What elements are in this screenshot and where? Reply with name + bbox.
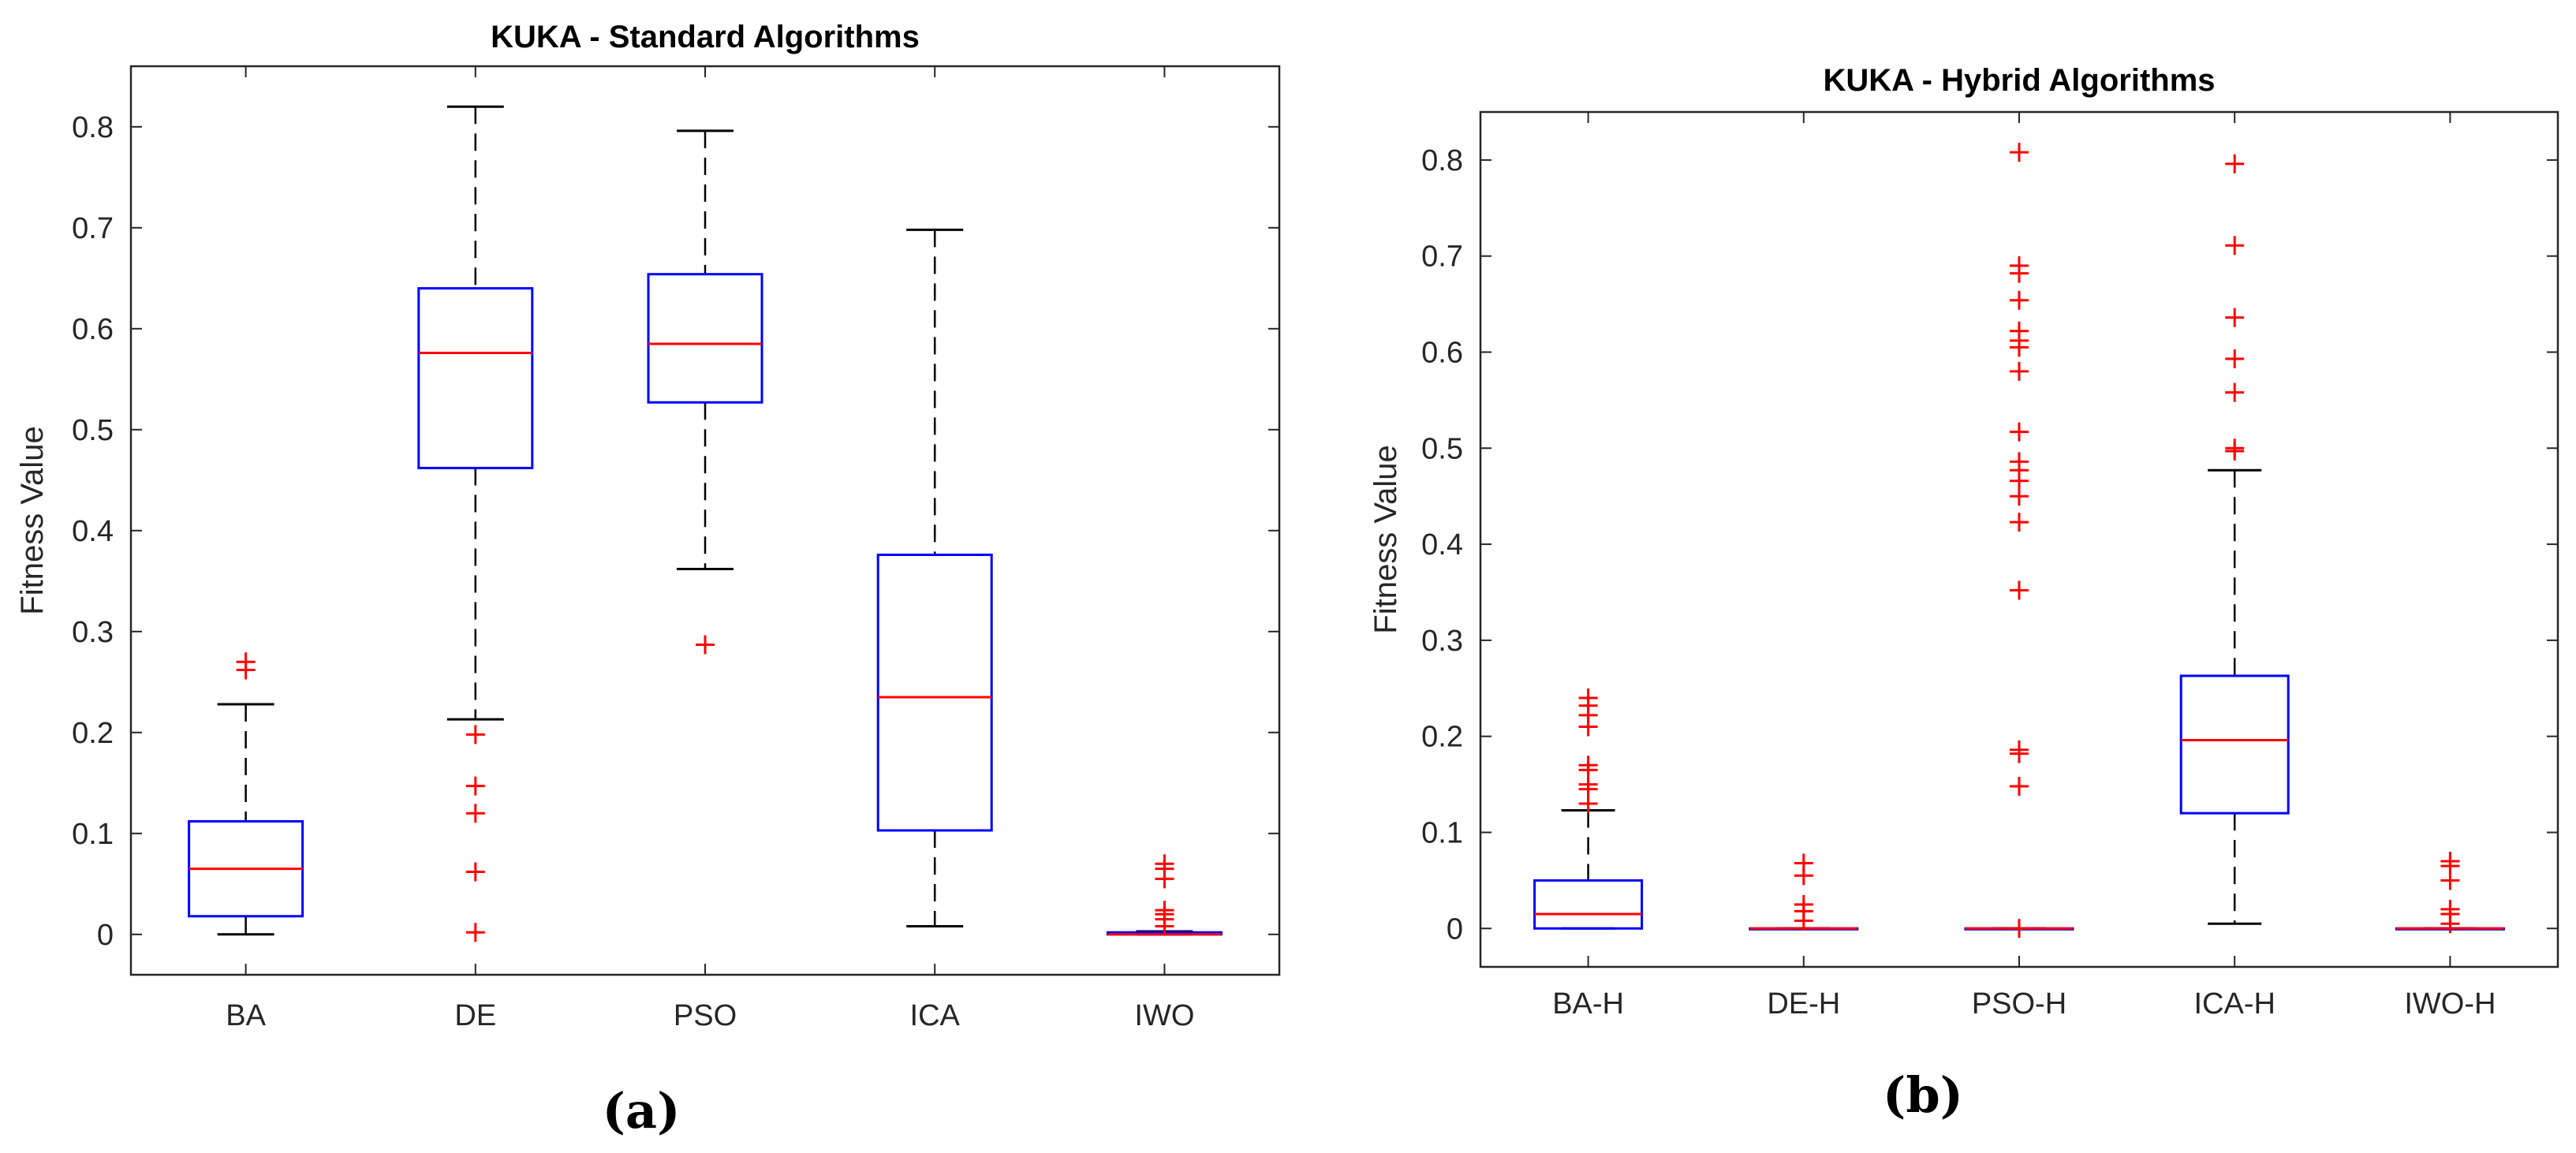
chart-hybrid-algorithms: KUKA - Hybrid Algorithms Fitness Value (b)…: [1368, 63, 2559, 1124]
box-de: [417, 105, 534, 942]
panel-label: (b): [1883, 1066, 1963, 1124]
x-tick-label: ICA: [910, 999, 961, 1032]
y-tick-label: 0.4: [72, 515, 114, 548]
iqr-box: [876, 554, 993, 832]
chart-title: KUKA - Hybrid Algorithms: [1823, 63, 2215, 98]
outlier-marker: [2010, 321, 2029, 341]
x-tick-label: PSO-H: [1972, 987, 2066, 1021]
outlier-marker: [2225, 154, 2245, 174]
y-tick-label: 0.2: [72, 717, 114, 750]
outlier-marker: [465, 725, 485, 744]
box-ica: [876, 228, 993, 928]
outlier-marker: [2440, 899, 2460, 919]
iqr-box: [647, 273, 763, 404]
box-pso-h: [1964, 143, 2074, 938]
y-tick-label: 0: [97, 919, 114, 952]
iqr-box: [417, 287, 534, 469]
y-tick-label: 0.5: [72, 414, 114, 447]
outlier-marker: [1155, 901, 1174, 920]
panel-label: (a): [603, 1082, 681, 1140]
outlier-marker: [2010, 740, 2029, 759]
y-tick-label: 0.8: [1421, 144, 1463, 177]
outlier-marker: [1794, 894, 1813, 914]
x-tick-label: DE-H: [1767, 987, 1840, 1021]
x-tick-label: DE: [454, 999, 496, 1032]
chart-title: KUKA - Standard Algorithms: [491, 20, 920, 54]
y-tick-label: 0.2: [1421, 721, 1463, 754]
outlier-marker: [236, 652, 256, 672]
box-iwo: [1106, 854, 1223, 936]
iqr-box: [1533, 879, 1644, 930]
y-tick-label: 0.8: [72, 111, 114, 144]
y-tick-label: 0: [1447, 912, 1463, 946]
outlier-marker: [2010, 256, 2029, 275]
y-tick-label: 0.3: [1421, 625, 1463, 658]
plot-frame: [1479, 110, 2559, 968]
outlier-marker: [2010, 452, 2029, 472]
x-tick-label: IWO-H: [2404, 987, 2496, 1021]
x-tick-label: BA-H: [1552, 987, 1624, 1021]
outlier-marker: [465, 804, 485, 823]
y-tick-label: 0.1: [72, 818, 114, 851]
outlier-marker: [696, 635, 715, 655]
y-tick-label: 0.4: [1421, 528, 1463, 562]
y-tick-label: 0.1: [1421, 816, 1463, 849]
box-iwo-h: [2395, 852, 2505, 934]
outlier-marker: [465, 862, 485, 882]
outlier-marker: [1578, 688, 1598, 707]
outlier-marker: [2225, 308, 2245, 327]
outlier-marker: [2010, 580, 2029, 600]
y-tick-label: 0.3: [72, 616, 114, 649]
y-tick-label: 0.6: [1421, 336, 1463, 369]
x-tick-label: BA: [226, 999, 266, 1032]
box-ba: [188, 652, 304, 936]
outlier-marker: [1794, 853, 1813, 873]
outlier-marker: [2225, 438, 2245, 458]
box-ba-h: [1533, 688, 1644, 930]
y-axis-label: Fitness Value: [1368, 445, 1403, 633]
outlier-marker: [2010, 143, 2029, 162]
outlier-marker: [2010, 290, 2029, 310]
outlier-marker: [465, 776, 485, 796]
y-tick-label: 0.6: [72, 313, 114, 346]
chart-standard-algorithms: KUKA - Standard Algorithms Fitness Value (…: [15, 20, 1281, 1140]
outlier-marker: [1578, 756, 1598, 775]
x-tick-label: PSO: [674, 999, 737, 1032]
y-tick-label: 0.5: [1421, 432, 1463, 465]
y-tick-label: 0.7: [1421, 241, 1463, 274]
outlier-marker: [2225, 236, 2245, 256]
outlier-marker: [2225, 349, 2245, 369]
outlier-marker: [2225, 382, 2245, 402]
outlier-marker: [2010, 513, 2029, 532]
x-tick-label: IWO: [1134, 999, 1194, 1032]
outlier-marker: [2010, 777, 2029, 797]
box-ica-h: [2179, 154, 2290, 925]
outlier-marker: [2010, 361, 2029, 381]
y-axis-label: Fitness Value: [15, 426, 50, 614]
y-tick-label: 0.7: [72, 212, 114, 245]
outlier-marker: [2010, 422, 2029, 442]
iqr-box: [2179, 674, 2290, 815]
x-tick-label: ICA-H: [2193, 987, 2275, 1021]
outlier-marker: [1155, 854, 1174, 874]
outlier-marker: [2440, 852, 2460, 871]
box-de-h: [1749, 853, 1859, 931]
outlier-marker: [2010, 919, 2029, 938]
box-pso: [647, 129, 763, 655]
outlier-marker: [465, 923, 485, 942]
